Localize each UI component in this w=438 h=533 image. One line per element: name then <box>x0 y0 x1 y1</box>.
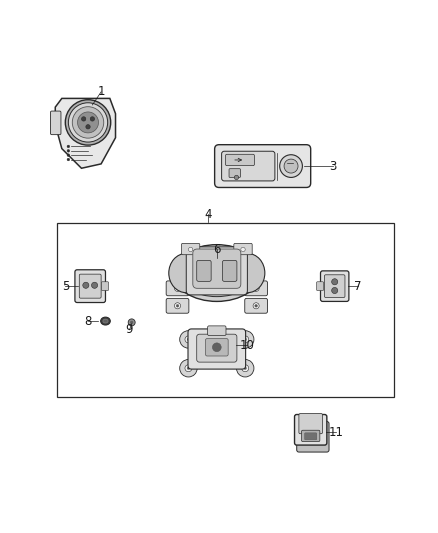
Circle shape <box>176 304 179 307</box>
Circle shape <box>180 330 197 348</box>
Circle shape <box>78 112 99 133</box>
FancyBboxPatch shape <box>317 282 324 290</box>
Circle shape <box>67 154 70 157</box>
Text: 6: 6 <box>213 243 221 255</box>
Circle shape <box>185 365 192 372</box>
FancyBboxPatch shape <box>208 326 226 335</box>
FancyBboxPatch shape <box>299 414 322 434</box>
FancyBboxPatch shape <box>222 151 275 181</box>
Circle shape <box>237 330 254 348</box>
Ellipse shape <box>173 245 261 302</box>
FancyBboxPatch shape <box>215 144 311 188</box>
Circle shape <box>67 145 70 148</box>
Text: 11: 11 <box>328 426 343 439</box>
Text: 7: 7 <box>354 280 362 293</box>
Circle shape <box>212 343 221 352</box>
Text: 9: 9 <box>126 324 133 336</box>
FancyBboxPatch shape <box>245 298 268 313</box>
Circle shape <box>81 117 86 121</box>
Circle shape <box>72 107 104 138</box>
FancyBboxPatch shape <box>245 281 268 296</box>
Circle shape <box>174 303 180 309</box>
Circle shape <box>187 338 190 341</box>
Circle shape <box>67 158 70 161</box>
Circle shape <box>67 149 70 152</box>
Circle shape <box>83 282 89 288</box>
Circle shape <box>176 287 179 289</box>
FancyBboxPatch shape <box>102 282 109 290</box>
Circle shape <box>174 285 180 292</box>
Ellipse shape <box>179 249 255 297</box>
FancyBboxPatch shape <box>223 261 237 281</box>
Circle shape <box>180 359 197 377</box>
Circle shape <box>242 365 249 372</box>
FancyBboxPatch shape <box>321 271 349 302</box>
Circle shape <box>234 175 239 180</box>
Circle shape <box>128 319 135 326</box>
Text: 1: 1 <box>97 85 105 99</box>
Circle shape <box>65 100 111 145</box>
Circle shape <box>68 103 108 142</box>
Ellipse shape <box>103 319 108 323</box>
Circle shape <box>244 367 247 369</box>
FancyBboxPatch shape <box>229 169 240 177</box>
Circle shape <box>237 359 254 377</box>
FancyBboxPatch shape <box>205 338 228 356</box>
FancyBboxPatch shape <box>181 244 200 255</box>
Circle shape <box>332 279 338 285</box>
FancyBboxPatch shape <box>79 274 101 298</box>
Circle shape <box>255 304 258 307</box>
FancyBboxPatch shape <box>301 430 320 441</box>
FancyBboxPatch shape <box>294 415 327 445</box>
FancyBboxPatch shape <box>226 154 254 166</box>
Circle shape <box>253 285 259 292</box>
Circle shape <box>187 367 190 369</box>
FancyBboxPatch shape <box>297 422 329 452</box>
FancyBboxPatch shape <box>166 298 189 313</box>
Circle shape <box>185 336 192 343</box>
Text: 10: 10 <box>240 338 255 352</box>
FancyBboxPatch shape <box>193 249 241 288</box>
FancyBboxPatch shape <box>166 281 189 296</box>
Ellipse shape <box>230 253 265 293</box>
FancyBboxPatch shape <box>186 247 247 295</box>
Circle shape <box>280 155 302 177</box>
Circle shape <box>253 303 259 309</box>
Circle shape <box>86 125 90 129</box>
Circle shape <box>255 287 258 289</box>
Ellipse shape <box>169 253 204 293</box>
Circle shape <box>241 247 245 252</box>
Circle shape <box>131 321 133 324</box>
Text: 4: 4 <box>205 208 212 221</box>
Circle shape <box>332 287 338 294</box>
Circle shape <box>244 338 247 341</box>
Circle shape <box>92 282 98 288</box>
Circle shape <box>284 159 298 173</box>
Text: 5: 5 <box>62 280 69 293</box>
FancyBboxPatch shape <box>197 334 237 362</box>
FancyBboxPatch shape <box>234 244 252 255</box>
Polygon shape <box>55 99 116 168</box>
Circle shape <box>90 117 95 121</box>
Text: 8: 8 <box>85 314 92 328</box>
FancyBboxPatch shape <box>50 111 61 135</box>
FancyBboxPatch shape <box>75 270 106 303</box>
Bar <box>57 223 394 398</box>
Text: 3: 3 <box>329 159 336 173</box>
FancyBboxPatch shape <box>188 329 246 369</box>
Circle shape <box>188 247 193 252</box>
FancyBboxPatch shape <box>325 275 345 297</box>
FancyBboxPatch shape <box>197 261 211 281</box>
Circle shape <box>242 336 249 343</box>
FancyBboxPatch shape <box>304 433 317 440</box>
Ellipse shape <box>101 317 110 325</box>
